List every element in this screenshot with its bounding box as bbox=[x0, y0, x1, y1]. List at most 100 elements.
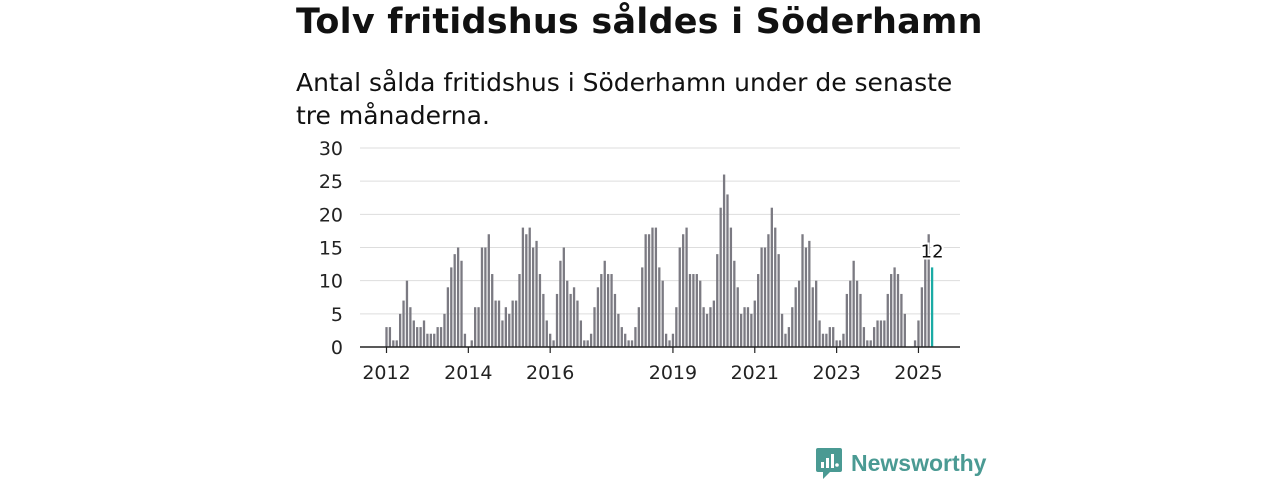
bar bbox=[549, 333, 552, 347]
bar bbox=[651, 227, 654, 347]
bar bbox=[712, 300, 716, 347]
bar bbox=[903, 313, 906, 347]
bar bbox=[770, 207, 773, 347]
bar bbox=[777, 254, 780, 347]
bar bbox=[869, 340, 872, 347]
newsworthy-logo[interactable]: Newsworthy bbox=[815, 446, 986, 480]
bar bbox=[531, 247, 535, 347]
bar bbox=[924, 247, 927, 347]
bar bbox=[593, 307, 596, 347]
bar bbox=[446, 287, 450, 347]
bar bbox=[835, 340, 838, 347]
bar bbox=[559, 260, 562, 347]
bar bbox=[453, 254, 456, 347]
bar bbox=[719, 207, 722, 347]
bar bbox=[787, 327, 791, 347]
bar bbox=[392, 340, 395, 347]
bar bbox=[763, 247, 767, 347]
bar bbox=[842, 333, 845, 347]
bar bbox=[433, 333, 436, 347]
x-tick-label: 2021 bbox=[731, 362, 779, 384]
bar bbox=[872, 327, 876, 347]
bar bbox=[716, 254, 719, 347]
bar bbox=[555, 293, 559, 347]
bar bbox=[627, 340, 630, 347]
bar bbox=[726, 194, 729, 347]
bar bbox=[576, 300, 579, 347]
bar bbox=[600, 274, 603, 347]
bar bbox=[620, 327, 623, 347]
y-tick-label: 25 bbox=[319, 171, 343, 193]
bar bbox=[484, 247, 487, 347]
bar bbox=[422, 320, 426, 347]
bar bbox=[419, 327, 422, 347]
bar bbox=[702, 307, 705, 347]
bar bbox=[562, 247, 565, 347]
bar bbox=[634, 327, 637, 347]
bar bbox=[439, 327, 443, 347]
bar bbox=[572, 287, 576, 347]
bar bbox=[477, 307, 480, 347]
bar bbox=[808, 240, 811, 347]
bar bbox=[695, 274, 698, 347]
bar bbox=[412, 320, 415, 347]
bar bbox=[886, 293, 889, 347]
bar bbox=[729, 227, 733, 347]
bar bbox=[900, 293, 903, 347]
x-tick-label: 2012 bbox=[362, 362, 410, 384]
bar bbox=[607, 274, 610, 347]
bar bbox=[405, 280, 409, 347]
bar bbox=[811, 287, 814, 347]
bar bbox=[709, 307, 712, 347]
bar bbox=[552, 340, 555, 347]
newsworthy-logo-icon bbox=[816, 448, 842, 479]
bar bbox=[832, 327, 835, 347]
y-tick-label: 30 bbox=[319, 138, 343, 160]
bar bbox=[504, 307, 507, 347]
bar bbox=[815, 280, 818, 347]
bar bbox=[699, 280, 702, 347]
bar bbox=[385, 327, 388, 347]
bar bbox=[852, 260, 855, 347]
bar bbox=[733, 260, 736, 347]
bar bbox=[487, 234, 490, 347]
bar bbox=[416, 327, 419, 347]
bar bbox=[456, 247, 460, 347]
bar bbox=[511, 300, 514, 347]
bar bbox=[682, 234, 685, 347]
bar bbox=[685, 227, 688, 347]
bar bbox=[603, 260, 606, 347]
bar bbox=[596, 287, 600, 347]
bar bbox=[883, 320, 886, 347]
bar bbox=[514, 300, 518, 347]
bar bbox=[671, 333, 675, 347]
chart-subtitle: Antal sålda fritidshus i Söderhamn under… bbox=[296, 68, 953, 130]
bar bbox=[774, 227, 777, 347]
bar bbox=[801, 234, 804, 347]
bar bbox=[927, 234, 930, 347]
bar bbox=[664, 333, 668, 347]
brand-name: Newsworthy bbox=[851, 449, 987, 476]
bar bbox=[896, 274, 900, 347]
bar bbox=[566, 280, 569, 347]
bar bbox=[794, 287, 797, 347]
bar bbox=[692, 274, 695, 347]
bar bbox=[913, 340, 917, 347]
bar bbox=[890, 274, 893, 347]
bar bbox=[637, 307, 640, 347]
bar bbox=[613, 293, 617, 347]
bar bbox=[474, 307, 477, 347]
bar bbox=[436, 327, 439, 347]
bar bbox=[470, 340, 473, 347]
bar bbox=[818, 320, 821, 347]
bar bbox=[784, 333, 787, 347]
x-tick-label: 2023 bbox=[812, 362, 860, 384]
bar bbox=[579, 320, 583, 347]
bar bbox=[845, 293, 848, 347]
bar bbox=[743, 307, 746, 347]
bar bbox=[821, 333, 825, 347]
bar bbox=[491, 274, 494, 347]
bar bbox=[460, 260, 463, 347]
bar bbox=[893, 267, 896, 347]
